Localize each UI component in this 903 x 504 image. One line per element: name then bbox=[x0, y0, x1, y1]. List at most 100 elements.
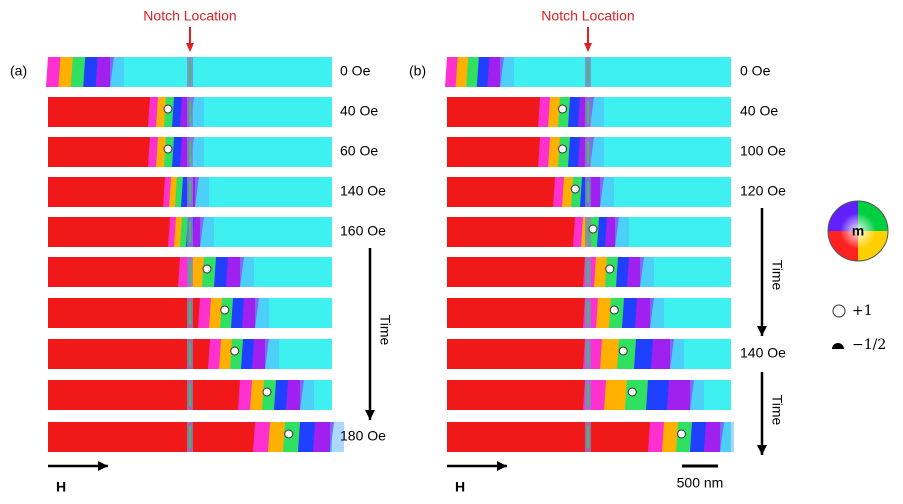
field-label: 60 Oe bbox=[340, 143, 378, 159]
vortex bbox=[618, 346, 628, 356]
panel-label: (a) bbox=[10, 63, 27, 79]
notch bbox=[587, 343, 589, 365]
vortex bbox=[570, 184, 580, 194]
vortex bbox=[220, 305, 230, 315]
domain bbox=[48, 339, 210, 369]
field-label: 0 Oe bbox=[740, 63, 771, 79]
tail bbox=[110, 57, 124, 87]
domain-wall bbox=[634, 339, 657, 369]
notch bbox=[189, 426, 191, 448]
time-label: Time bbox=[769, 395, 785, 426]
arrow-head bbox=[497, 461, 507, 471]
tail bbox=[190, 137, 204, 167]
wheel-outline bbox=[827, 200, 889, 262]
notch-arrow-head bbox=[186, 43, 194, 52]
tail bbox=[240, 257, 254, 287]
domain bbox=[447, 177, 555, 207]
domain-wall bbox=[252, 339, 269, 369]
vortex bbox=[605, 264, 615, 274]
notch bbox=[189, 302, 191, 324]
domain bbox=[48, 217, 170, 247]
field-arrow-label: H bbox=[56, 479, 66, 495]
domain-wall bbox=[242, 298, 259, 328]
notch-label: Notch Location bbox=[143, 8, 236, 24]
notch-label: Notch Location bbox=[541, 8, 634, 24]
domain-wall bbox=[95, 57, 114, 87]
domain-wall bbox=[704, 422, 724, 452]
scale-label: 500 nm bbox=[677, 475, 724, 491]
domain bbox=[48, 177, 165, 207]
vortex bbox=[627, 387, 637, 397]
vortex bbox=[163, 144, 173, 154]
notch bbox=[587, 384, 589, 406]
tail bbox=[500, 57, 514, 87]
arrow-head bbox=[757, 326, 767, 336]
tail bbox=[590, 97, 604, 127]
vortex bbox=[558, 104, 567, 114]
antivortex-symbol bbox=[832, 343, 844, 349]
domain-wall bbox=[627, 257, 644, 287]
field-label: 0 Oe bbox=[340, 63, 371, 79]
notch bbox=[189, 141, 191, 163]
vortex bbox=[609, 305, 619, 315]
notch bbox=[587, 426, 589, 448]
notch bbox=[587, 141, 589, 163]
notch bbox=[189, 61, 191, 83]
domain-wall bbox=[604, 380, 631, 410]
vortex bbox=[677, 429, 686, 439]
vortex bbox=[262, 387, 272, 397]
vortex bbox=[588, 224, 598, 234]
domain-wall bbox=[635, 298, 654, 328]
domain-wall bbox=[313, 422, 334, 452]
field-label: 100 Oe bbox=[740, 143, 786, 159]
tail bbox=[640, 257, 654, 287]
legend-label: +1 bbox=[852, 303, 873, 319]
domain bbox=[48, 137, 150, 167]
tail bbox=[600, 177, 614, 207]
domain-wall bbox=[651, 339, 674, 369]
notch bbox=[189, 181, 191, 203]
vortex bbox=[558, 144, 567, 154]
vortex bbox=[230, 346, 240, 356]
notch bbox=[189, 221, 191, 243]
domain bbox=[447, 217, 575, 247]
tail bbox=[330, 422, 344, 452]
time-label: Time bbox=[377, 315, 393, 346]
panel-label: (b) bbox=[409, 63, 426, 79]
notch-arrow-head bbox=[584, 43, 592, 52]
vortex bbox=[163, 104, 173, 114]
field-label: 40 Oe bbox=[340, 103, 378, 119]
tail bbox=[195, 177, 209, 207]
domain bbox=[447, 97, 540, 127]
domain-wall bbox=[625, 380, 652, 410]
domain bbox=[48, 298, 200, 328]
legend-label: −1/2 bbox=[852, 337, 886, 353]
field-label: 140 Oe bbox=[740, 345, 786, 361]
tail bbox=[265, 339, 279, 369]
domain bbox=[48, 380, 240, 410]
field-label: 140 Oe bbox=[340, 183, 386, 199]
wheel-label: m bbox=[852, 223, 864, 239]
domain bbox=[447, 298, 585, 328]
notch bbox=[189, 261, 191, 283]
tail bbox=[670, 339, 684, 369]
domain-wall bbox=[667, 380, 694, 410]
field-label: 180 Oe bbox=[340, 428, 386, 444]
tail bbox=[300, 380, 314, 410]
domain-wall bbox=[617, 339, 640, 369]
domain-wall bbox=[487, 57, 504, 87]
tail bbox=[690, 380, 704, 410]
tail bbox=[720, 422, 734, 452]
notch bbox=[189, 384, 191, 406]
field-label: 120 Oe bbox=[740, 183, 786, 199]
notch bbox=[587, 302, 589, 324]
notch bbox=[587, 261, 589, 283]
field-label: 40 Oe bbox=[740, 103, 778, 119]
domain-wall bbox=[646, 380, 673, 410]
arrow-head bbox=[365, 410, 375, 420]
arrow-head bbox=[757, 445, 767, 455]
legend: m +1 −1/2 bbox=[827, 200, 889, 353]
domain bbox=[447, 257, 585, 287]
domain bbox=[447, 422, 650, 452]
